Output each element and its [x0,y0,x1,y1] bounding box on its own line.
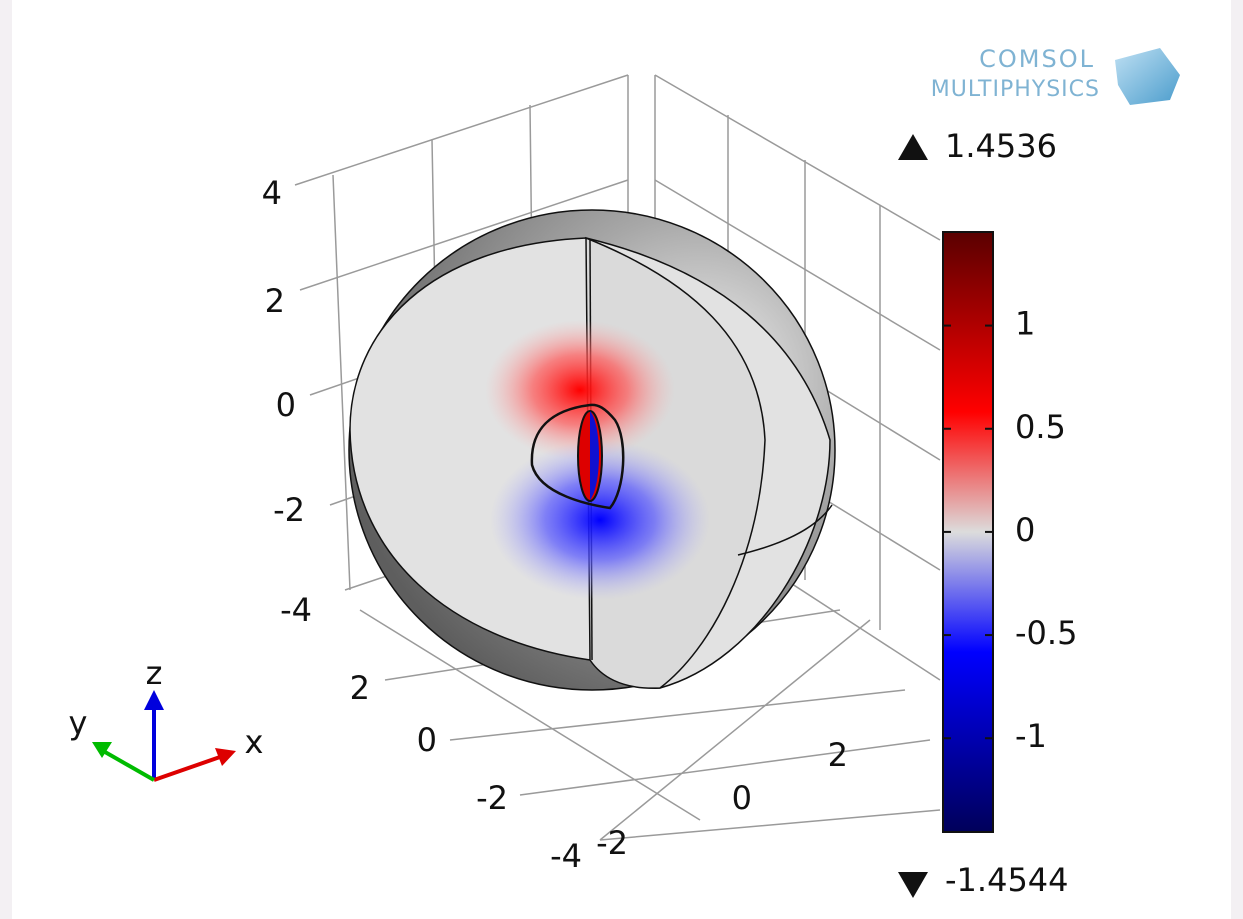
axis-tick-label: -4 [280,591,312,629]
logo-text: COMSOL [979,45,1095,73]
axis-tick-label: -2 [596,824,628,862]
axis-tick-label: 2 [828,736,848,774]
axis-tick-label: 0 [732,779,752,817]
axis-tick-label: 2 [265,282,285,320]
colorbar-tick-label: 1 [1015,305,1035,343]
plot-window: COMSOL MULTIPHYSICS 1.4536 -1.4544 1 0.5 0… [0,0,1243,919]
logo-text: MULTIPHYSICS [931,77,1100,102]
axis-tick-label: 0 [417,721,437,759]
max-label: 1.4536 [945,127,1057,165]
colorbar-tick-label: 0 [1015,511,1035,549]
triad-label: x [245,723,264,761]
colorbar-tick-label: -1 [1015,717,1047,755]
triad-label: y [69,704,88,742]
min-label: -1.4544 [945,861,1069,899]
triad-label: z [146,654,163,692]
colorbar-tick-label: 0.5 [1015,408,1066,446]
axis-tick-label: -2 [273,491,305,529]
axis-tick-label: 2 [350,669,370,707]
axis-tick-label: 4 [262,174,282,212]
axis-tick-label: -2 [476,779,508,817]
sphere [349,210,835,690]
axis-tick-label: -4 [550,837,582,875]
colorbar-tick-label: -0.5 [1015,614,1077,652]
axis-tick-label: 0 [276,386,296,424]
